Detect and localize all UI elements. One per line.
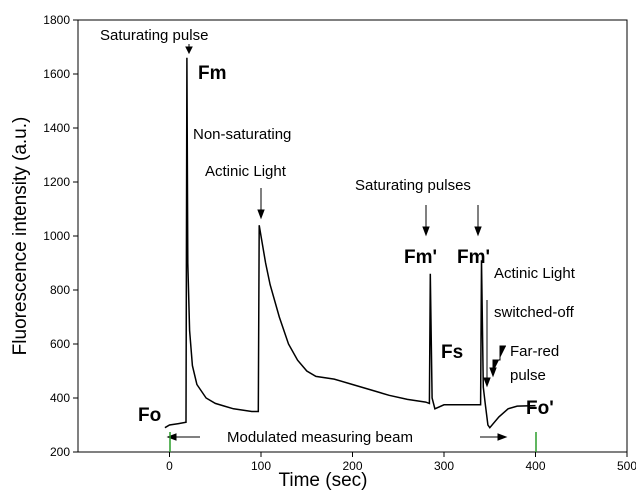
y-tick-label: 1600 — [43, 67, 70, 81]
y-tick-label: 800 — [50, 283, 70, 297]
x-tick-label: 100 — [251, 459, 271, 473]
x-tick-label: 500 — [617, 459, 636, 473]
y-tick-label: 400 — [50, 391, 70, 405]
x-tick-label: 300 — [434, 459, 454, 473]
annotation: Fm' — [404, 247, 437, 268]
annotation: switched-off — [494, 304, 575, 321]
x-tick-label: 0 — [166, 459, 173, 473]
y-tick-label: 1800 — [43, 13, 70, 27]
beam-markers — [169, 432, 537, 452]
annotation: Fm — [198, 63, 227, 84]
y-tick-label: 1200 — [43, 175, 70, 189]
y-tick-label: 1400 — [43, 121, 70, 135]
x-tick-label: 200 — [342, 459, 362, 473]
annotation: Fo — [138, 405, 161, 426]
annotation: pulse — [510, 367, 546, 384]
y-tick-label: 200 — [50, 445, 70, 459]
y-tick-label: 1000 — [43, 229, 70, 243]
annotation: Actinic Light — [494, 265, 576, 282]
annotation: Fs — [441, 342, 463, 363]
annotation: Saturating pulses — [355, 177, 471, 194]
annotation: Modulated measuring beam — [227, 429, 413, 446]
x-tick-label: 400 — [525, 459, 545, 473]
x-axis-label: Time (sec) — [278, 470, 367, 491]
plot-frame — [77, 19, 628, 453]
annotation: Fm' — [457, 247, 490, 268]
y-tick-label: 600 — [50, 337, 70, 351]
annotation: Fo' — [526, 398, 554, 419]
fluorescence-trace — [164, 57, 536, 429]
y-axis-label: Fluorescence intensity (a.u.) — [10, 117, 31, 356]
annotation: Far-red — [510, 343, 559, 360]
annotation: Non-saturating — [193, 126, 291, 143]
arrows — [166, 44, 508, 441]
annotation: Saturating pulse — [100, 27, 208, 44]
annotation: Actinic Light — [205, 163, 287, 180]
